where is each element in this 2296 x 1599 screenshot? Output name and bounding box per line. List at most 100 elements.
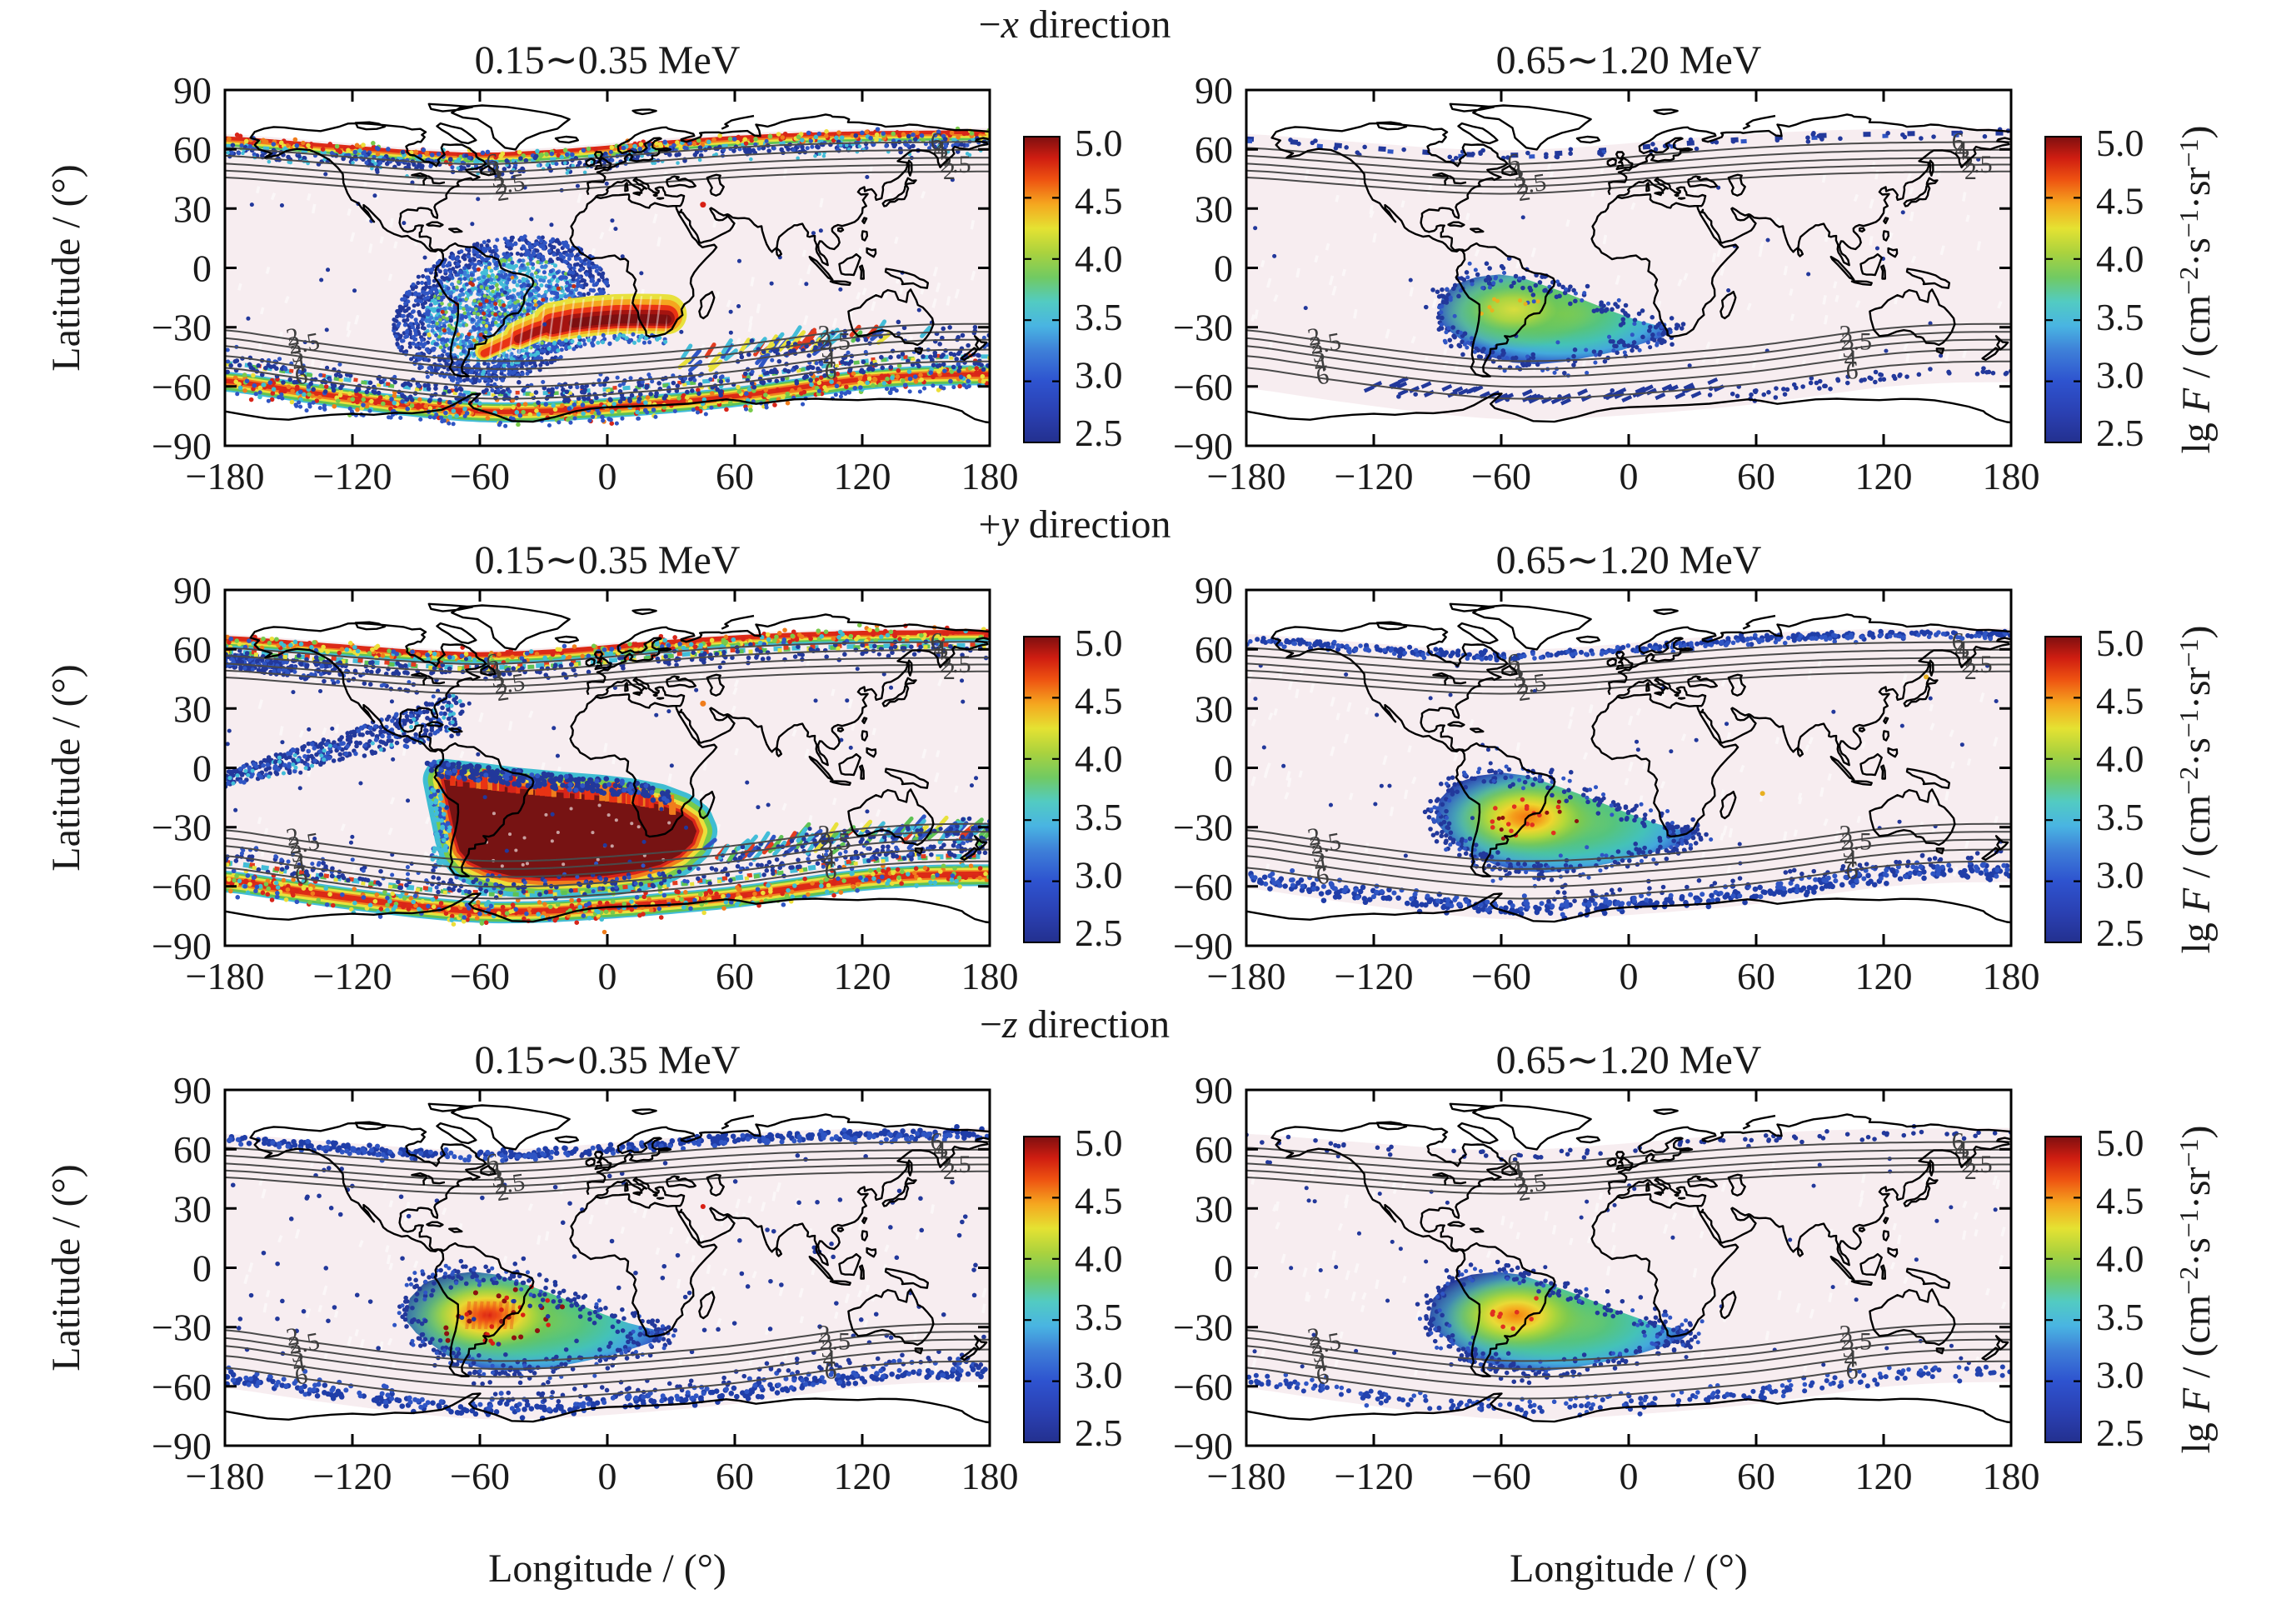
svg-text:−90: −90	[1173, 1425, 1233, 1467]
svg-text:−90: −90	[1173, 425, 1233, 467]
svg-text:30: 30	[173, 187, 212, 230]
svg-text:0.15∼0.35 MeV: 0.15∼0.35 MeV	[475, 1038, 741, 1082]
svg-text:−180: −180	[186, 955, 265, 997]
svg-text:3.0: 3.0	[1075, 1353, 1123, 1396]
svg-text:60: 60	[173, 128, 212, 171]
svg-text:3.0: 3.0	[2096, 853, 2144, 896]
svg-text:lg F / (cm−2·s−1·sr−1): lg F / (cm−2·s−1·sr−1)	[2174, 625, 2219, 953]
svg-text:−60: −60	[152, 866, 212, 908]
svg-text:−180: −180	[1207, 955, 1286, 997]
svg-text:0: 0	[1214, 1247, 1233, 1290]
svg-text:−60: −60	[1471, 955, 1531, 997]
svg-text:−180: −180	[1207, 1455, 1286, 1497]
svg-text:−120: −120	[1335, 955, 1414, 997]
svg-text:+y direction: +y direction	[979, 502, 1171, 547]
svg-text:3.5: 3.5	[2096, 1296, 2144, 1338]
svg-text:4.0: 4.0	[2096, 737, 2144, 780]
svg-text:120: 120	[834, 1455, 891, 1497]
svg-text:5.0: 5.0	[2096, 622, 2144, 664]
svg-text:30: 30	[1195, 1187, 1233, 1230]
svg-text:−90: −90	[152, 1425, 212, 1467]
svg-text:0: 0	[192, 1247, 212, 1290]
svg-text:60: 60	[173, 628, 212, 671]
svg-text:4.0: 4.0	[1075, 237, 1123, 280]
svg-text:−30: −30	[1173, 1307, 1233, 1349]
svg-text:−30: −30	[152, 807, 212, 849]
svg-text:−60: −60	[1173, 366, 1233, 408]
svg-text:4.5: 4.5	[2096, 1180, 2144, 1222]
svg-text:−60: −60	[450, 955, 510, 997]
svg-text:60: 60	[716, 1455, 754, 1497]
svg-text:30: 30	[1195, 187, 1233, 230]
svg-text:−x direction: −x direction	[979, 2, 1171, 47]
svg-text:lg F / (cm−2·s−1·sr−1): lg F / (cm−2·s−1·sr−1)	[2174, 1125, 2219, 1453]
svg-text:0: 0	[1620, 455, 1639, 497]
svg-text:3.0: 3.0	[2096, 1353, 2144, 1396]
svg-text:90: 90	[173, 69, 212, 112]
svg-text:4.0: 4.0	[2096, 1237, 2144, 1280]
svg-text:180: 180	[961, 1455, 1019, 1497]
svg-text:90: 90	[1195, 1069, 1233, 1112]
svg-text:4.5: 4.5	[2096, 680, 2144, 722]
svg-text:Longitude / (°): Longitude / (°)	[488, 1547, 726, 1591]
svg-text:0.65∼1.20 MeV: 0.65∼1.20 MeV	[1496, 538, 1762, 582]
svg-text:−30: −30	[152, 1307, 212, 1349]
svg-text:−120: −120	[313, 955, 392, 997]
svg-text:0.15∼0.35 MeV: 0.15∼0.35 MeV	[475, 538, 741, 582]
svg-text:0: 0	[598, 455, 617, 497]
svg-text:90: 90	[173, 569, 212, 612]
svg-text:0: 0	[1620, 1455, 1639, 1497]
svg-text:0: 0	[1214, 247, 1233, 290]
svg-text:0: 0	[1214, 747, 1233, 790]
svg-text:−120: −120	[313, 455, 392, 497]
svg-text:−60: −60	[450, 455, 510, 497]
svg-text:90: 90	[173, 1069, 212, 1112]
svg-text:2.5: 2.5	[1075, 912, 1123, 954]
svg-text:Latitude / (°): Latitude / (°)	[44, 164, 88, 371]
svg-text:4.0: 4.0	[1075, 1237, 1123, 1280]
svg-text:30: 30	[173, 1187, 212, 1230]
svg-text:3.5: 3.5	[1075, 1296, 1123, 1338]
svg-text:0: 0	[598, 955, 617, 997]
svg-text:4.0: 4.0	[2096, 237, 2144, 280]
svg-text:30: 30	[173, 687, 212, 730]
svg-text:2.5: 2.5	[1075, 412, 1123, 454]
svg-text:−60: −60	[1173, 1366, 1233, 1408]
svg-text:Longitude / (°): Longitude / (°)	[1510, 1547, 1748, 1591]
svg-text:−30: −30	[1173, 807, 1233, 849]
svg-text:180: 180	[1983, 455, 2040, 497]
svg-text:60: 60	[1195, 128, 1233, 171]
svg-text:−180: −180	[186, 455, 265, 497]
svg-text:60: 60	[1737, 955, 1775, 997]
svg-text:60: 60	[1737, 1455, 1775, 1497]
svg-text:2.5: 2.5	[2096, 412, 2144, 454]
svg-text:60: 60	[1195, 1128, 1233, 1171]
svg-text:−90: −90	[152, 925, 212, 967]
svg-text:180: 180	[1983, 1455, 2040, 1497]
svg-text:4.5: 4.5	[1075, 680, 1123, 722]
svg-text:2.5: 2.5	[2096, 1412, 2144, 1454]
svg-text:3.5: 3.5	[1075, 296, 1123, 338]
svg-text:180: 180	[961, 955, 1019, 997]
svg-text:4.0: 4.0	[1075, 737, 1123, 780]
svg-text:0: 0	[192, 747, 212, 790]
svg-text:120: 120	[1855, 1455, 1913, 1497]
svg-text:−z direction: −z direction	[980, 1002, 1170, 1047]
svg-text:120: 120	[1855, 455, 1913, 497]
svg-text:−90: −90	[1173, 925, 1233, 967]
svg-text:−60: −60	[1471, 1455, 1531, 1497]
svg-text:5.0: 5.0	[1075, 1122, 1123, 1164]
svg-text:2.5: 2.5	[2096, 912, 2144, 954]
svg-text:0.15∼0.35 MeV: 0.15∼0.35 MeV	[475, 38, 741, 82]
svg-text:60: 60	[1195, 628, 1233, 671]
svg-text:−30: −30	[1173, 307, 1233, 349]
svg-text:120: 120	[834, 955, 891, 997]
svg-text:−60: −60	[152, 1366, 212, 1408]
svg-text:0: 0	[1620, 955, 1639, 997]
svg-text:−120: −120	[1335, 455, 1414, 497]
svg-text:90: 90	[1195, 569, 1233, 612]
svg-text:4.5: 4.5	[1075, 180, 1123, 222]
svg-text:−60: −60	[450, 1455, 510, 1497]
svg-text:60: 60	[716, 955, 754, 997]
svg-text:lg F / (cm−2·s−1·sr−1): lg F / (cm−2·s−1·sr−1)	[2174, 125, 2219, 453]
